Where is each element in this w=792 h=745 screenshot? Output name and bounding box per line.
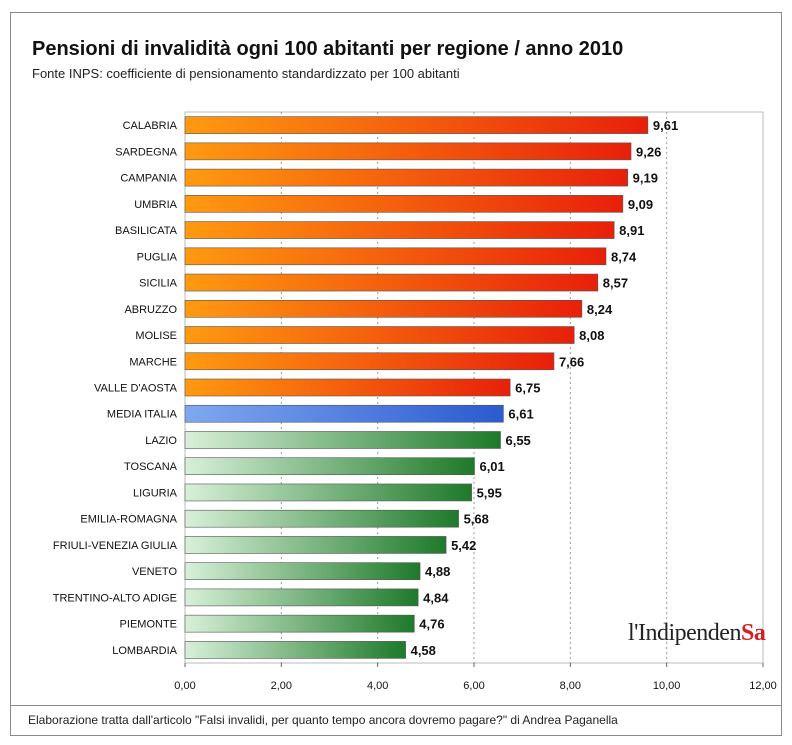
bar-average: [184, 404, 504, 423]
value-label: 6,55: [505, 433, 530, 448]
value-label: 8,57: [603, 276, 628, 291]
category-label: SARDEGNA: [115, 146, 177, 158]
logo-text: l'Indipenden: [628, 620, 741, 646]
bar-region: [184, 116, 649, 134]
footer-divider: [10, 705, 782, 706]
bars: [184, 116, 649, 659]
bar-region: [184, 326, 575, 344]
x-tick-label: 0,00: [174, 680, 195, 692]
x-tick-label: 4,00: [367, 680, 388, 692]
category-label: EMILIA-ROMAGNA: [80, 514, 177, 526]
category-label: BASILICATA: [115, 225, 178, 237]
x-tick-label: 8,00: [560, 680, 581, 692]
category-label: TRENTINO-ALTO ADIGE: [53, 592, 177, 604]
bar-region: [184, 431, 501, 449]
x-tick-label: 6,00: [463, 680, 484, 692]
category-label: LOMBARDIA: [112, 645, 177, 657]
value-label: 9,26: [636, 144, 661, 159]
bar-region: [184, 273, 599, 292]
category-label: CALABRIA: [123, 120, 178, 132]
value-label: 8,24: [587, 302, 613, 317]
value-label: 5,42: [451, 538, 476, 553]
value-label: 9,19: [633, 171, 658, 186]
value-label: 6,61: [508, 407, 533, 422]
category-label: MEDIA ITALIA: [107, 409, 178, 421]
value-label: 4,76: [419, 617, 444, 632]
category-label: LAZIO: [145, 435, 177, 447]
bar-region: [184, 588, 419, 607]
category-label: LIGURIA: [133, 487, 178, 499]
chart-footer: Elaborazione tratta dall'articolo "Falsi…: [28, 713, 618, 727]
value-label: 4,58: [411, 643, 436, 658]
value-label: 4,88: [425, 564, 450, 579]
bar-region: [184, 536, 447, 554]
labels: 0,00 2,00 4,00 6,00 8,00 10,00 12,00 CALABRIA 9,…: [53, 118, 777, 692]
value-label: 6,75: [515, 381, 540, 396]
chart-subtitle: Fonte INPS: coefficiente di pensionament…: [32, 66, 460, 81]
category-label: ABRUZZO: [124, 304, 177, 316]
value-label: 9,61: [653, 118, 678, 133]
value-label: 4,84: [423, 590, 449, 605]
bar-region: [184, 483, 472, 502]
bar-region: [184, 352, 555, 371]
bar-region: [184, 142, 632, 161]
value-label: 8,74: [611, 249, 637, 264]
category-label: FRIULI-VENEZIA GIULIA: [53, 540, 178, 552]
category-label: SICILIA: [139, 278, 178, 290]
bar-region: [184, 509, 459, 528]
value-label: 7,66: [559, 354, 584, 369]
value-label: 9,09: [628, 197, 653, 212]
x-tick-label: 12,00: [749, 680, 777, 692]
bar-region: [184, 168, 628, 187]
value-label: 8,91: [619, 223, 644, 238]
category-label: UMBRIA: [134, 199, 177, 211]
x-tick-label: 2,00: [271, 680, 292, 692]
value-label: 6,01: [479, 459, 504, 474]
category-label: MARCHE: [129, 356, 177, 368]
logo-accent: Sa: [740, 620, 766, 646]
brand-logo: l'IndipendenSa: [628, 620, 766, 647]
category-label: CAMPANIA: [120, 173, 177, 185]
bar-region: [184, 247, 607, 266]
bar-region: [184, 457, 475, 476]
chart-title: Pensioni di invalidità ogni 100 abitanti…: [32, 38, 624, 60]
category-label: VALLE D'AOSTA: [94, 383, 178, 395]
bar-region: [184, 614, 415, 633]
bar-region: [184, 299, 583, 318]
x-tick-label: 10,00: [653, 680, 681, 692]
category-label: PIEMONTE: [120, 619, 177, 631]
bar-region: [184, 221, 615, 239]
value-label: 8,08: [579, 328, 604, 343]
value-label: 5,68: [464, 512, 489, 527]
bar-region: [184, 195, 624, 213]
category-label: PUGLIA: [137, 251, 178, 263]
category-label: TOSCANA: [124, 461, 178, 473]
category-label: VENETO: [132, 566, 177, 578]
bar-region: [184, 378, 511, 397]
category-label: MOLISE: [135, 330, 177, 342]
bar-region: [184, 641, 406, 659]
value-label: 5,95: [477, 485, 502, 500]
bar-region: [184, 562, 421, 580]
